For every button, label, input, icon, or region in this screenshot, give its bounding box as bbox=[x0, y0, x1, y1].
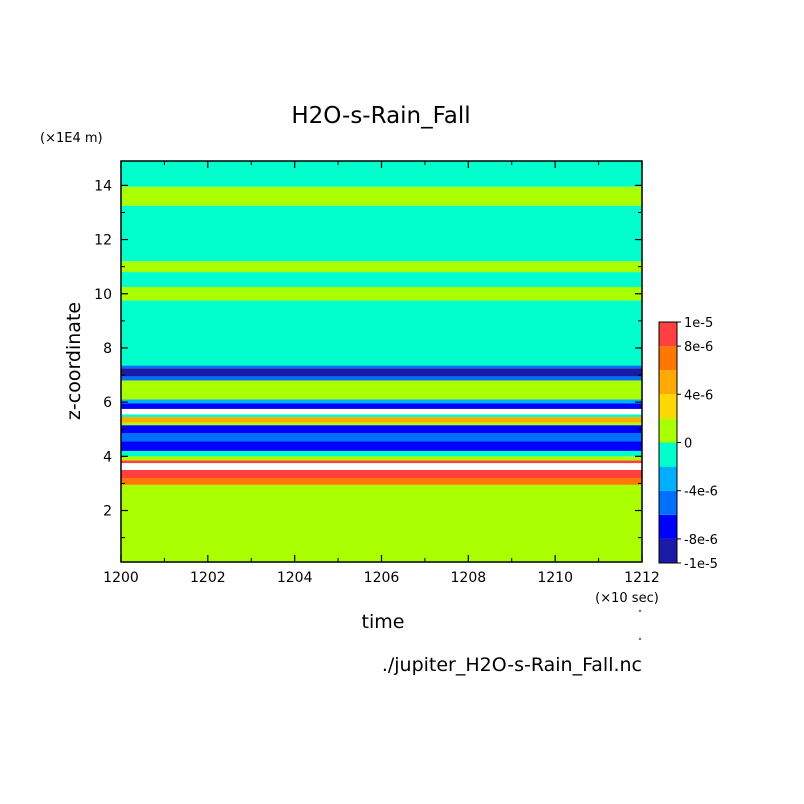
colorbar-swatch bbox=[659, 514, 677, 539]
contour-band bbox=[121, 425, 642, 434]
colorbar-label: 4e-6 bbox=[684, 388, 713, 403]
contour-band bbox=[121, 272, 642, 287]
y-tick-label: 6 bbox=[103, 395, 112, 411]
contour-band bbox=[121, 433, 642, 442]
x-axis-label: time bbox=[362, 611, 405, 633]
plot-frame bbox=[120, 160, 643, 563]
contour-band bbox=[121, 300, 642, 366]
contour-band bbox=[121, 286, 642, 301]
tick-mark-glyph: ˄ bbox=[638, 638, 643, 648]
contour-band bbox=[121, 368, 642, 377]
source-file-label: ./jupiter_H2O-s-Rain_Fall.nc bbox=[382, 654, 642, 676]
colorbar-swatch bbox=[659, 466, 677, 491]
contour-band bbox=[121, 484, 642, 562]
y-tick-label: 2 bbox=[103, 504, 112, 520]
plot-area bbox=[121, 161, 642, 562]
y-tick-label: 8 bbox=[103, 341, 112, 357]
contour-band bbox=[121, 408, 642, 415]
contour-band bbox=[121, 450, 642, 457]
contour-band bbox=[121, 460, 642, 464]
colorbar bbox=[659, 322, 677, 563]
colorbar-label: 0 bbox=[684, 437, 692, 452]
contour-band bbox=[121, 380, 642, 400]
colorbar-swatch bbox=[659, 490, 677, 515]
contour-band bbox=[121, 261, 642, 273]
colorbar-frame bbox=[658, 321, 678, 564]
contour-band bbox=[121, 205, 642, 262]
x-tick-label: 1204 bbox=[277, 570, 313, 586]
y-tick-label: 10 bbox=[94, 287, 112, 303]
colorbar-labels: 1e-5 8e-6 4e-6 0 -4e-6 -8e-6 -1e-5 bbox=[677, 316, 718, 572]
colorbar-swatch bbox=[659, 346, 677, 371]
colorbar-label: -1e-5 bbox=[684, 557, 718, 572]
contour-band bbox=[121, 365, 642, 369]
contour-band bbox=[121, 441, 642, 451]
colorbar-label: -4e-6 bbox=[684, 485, 718, 500]
contour-band bbox=[121, 414, 642, 418]
contour-band bbox=[121, 478, 642, 485]
colorbar-swatch bbox=[659, 418, 677, 443]
contour-band bbox=[121, 403, 642, 409]
colorbar-swatch bbox=[659, 322, 677, 347]
colorbar-swatch bbox=[659, 538, 677, 563]
x-tick-label: 1208 bbox=[451, 570, 487, 586]
contour-band bbox=[121, 399, 642, 404]
colorbar-label: 8e-6 bbox=[684, 340, 713, 355]
contour-band bbox=[121, 186, 642, 206]
contour-band bbox=[121, 417, 642, 423]
contour-band bbox=[121, 376, 642, 381]
y-axis-unit: (×1E4 m) bbox=[40, 131, 103, 146]
x-tick-label: 1212 bbox=[624, 570, 660, 586]
colorbar-label: 1e-5 bbox=[684, 316, 713, 331]
colorbar-label: -8e-6 bbox=[684, 533, 718, 548]
tick-mark-glyph: ˄ bbox=[638, 610, 643, 620]
y-axis-label: z-coordinate bbox=[63, 302, 85, 420]
x-axis: 1200 1202 1204 1206 1208 1210 1212 bbox=[103, 161, 660, 586]
colorbar-swatch bbox=[659, 370, 677, 395]
x-tick-label: 1202 bbox=[190, 570, 226, 586]
contour-band bbox=[121, 463, 642, 470]
contour-band bbox=[121, 469, 642, 479]
chart-title: H2O-s-Rain_Fall bbox=[291, 103, 470, 129]
contour-band bbox=[121, 456, 642, 461]
x-tick-label: 1210 bbox=[537, 570, 573, 586]
y-tick-label: 12 bbox=[94, 233, 112, 249]
x-axis-unit: (×10 sec) bbox=[595, 591, 659, 606]
x-tick-label: 1206 bbox=[364, 570, 400, 586]
y-tick-label: 14 bbox=[94, 178, 112, 194]
y-axis: 2 4 6 8 10 12 14 bbox=[94, 178, 642, 539]
x-tick-label: 1200 bbox=[103, 570, 139, 586]
colorbar-swatch bbox=[659, 394, 677, 419]
colorbar-swatch bbox=[659, 442, 677, 467]
y-tick-label: 4 bbox=[103, 449, 112, 465]
contour-band bbox=[121, 422, 642, 426]
